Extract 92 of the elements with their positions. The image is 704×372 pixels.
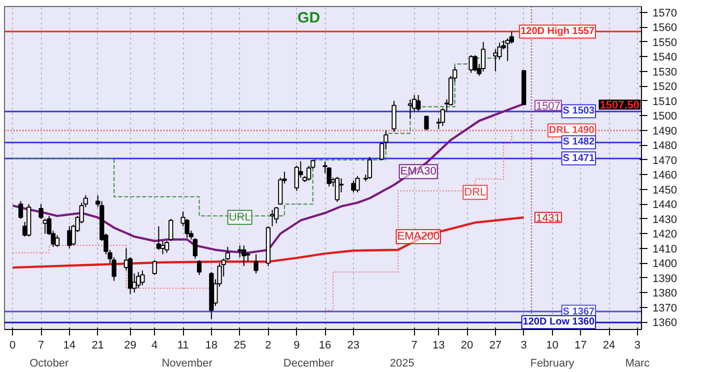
x-tick-label: 20 (460, 340, 474, 352)
ref-line-label: S 1482 (562, 136, 595, 148)
x2-tick-label: December (283, 358, 335, 370)
y-tick-label: 1510 (652, 96, 677, 108)
annotation: 1507 (536, 100, 560, 112)
y-tick-label: 1550 (652, 36, 677, 49)
candlestick (140, 270, 145, 286)
y-tick-label: 1420 (652, 228, 677, 241)
y-tick-label: 1500 (652, 110, 677, 123)
candlestick (18, 200, 24, 220)
candlestick (270, 210, 275, 227)
candlestick (136, 271, 141, 289)
x2-tick-label: 2025 (390, 358, 414, 370)
annotation: GD (298, 10, 320, 26)
candlestick (42, 218, 48, 234)
ref-line-label: S 1503 (562, 106, 595, 117)
y-tick-label: 1490 (652, 125, 677, 138)
x-tick-label: 7 (411, 340, 418, 352)
candlestick (54, 234, 60, 248)
candlestick (274, 206, 279, 224)
y-tick-label: 1390 (652, 272, 677, 285)
y-tick-label: 1470 (652, 154, 677, 167)
y-tick-label: 1520 (652, 81, 677, 94)
y-tick-label: 1380 (652, 288, 677, 300)
candlestick (355, 176, 360, 193)
x-tick-label: 3 (520, 340, 527, 352)
y-tick-label: 1360 (652, 317, 677, 330)
y-tick-label: 1400 (652, 258, 677, 270)
annotation: 1431 (536, 212, 560, 224)
y-tick-label: 1570 (652, 7, 677, 20)
candlestick (480, 41, 486, 72)
x-tick-label: 2 (265, 340, 272, 352)
x-tick-label: 27 (489, 340, 502, 352)
annotation: DRL (464, 186, 486, 198)
candlestick (160, 240, 166, 255)
annotation: URL (228, 211, 251, 224)
y-tick-label: 1410 (652, 243, 677, 256)
x-tick-label: 23 (347, 340, 360, 352)
x-tick-label: 21 (92, 340, 104, 352)
x-tick-label: 13 (432, 340, 445, 352)
candlestick (294, 165, 299, 192)
x-tick-label: 24 (602, 340, 616, 352)
x-tick-label: 16 (318, 340, 332, 352)
annotation: 1507.50 (600, 100, 640, 112)
x-tick-label: 9 (294, 340, 300, 352)
candlestick (38, 204, 44, 220)
candlestick (152, 260, 157, 276)
candlestick (334, 176, 340, 202)
candlestick (254, 254, 258, 274)
candlestick (472, 54, 478, 72)
y-tick-label: 1460 (652, 170, 677, 182)
candlestick (156, 226, 162, 250)
y-tick-label: 1450 (652, 184, 677, 196)
candlestick (164, 240, 170, 254)
annotation: EMA30 (400, 166, 436, 178)
candlestick (196, 260, 202, 276)
y-tick-label: 1560 (652, 22, 677, 34)
ref-line-label: 120D Low 1360 (522, 316, 595, 328)
x-tick-label: 18 (205, 340, 218, 352)
x2-tick-label: Marc (625, 358, 650, 370)
x-tick-label: 3 (634, 340, 641, 352)
annotation: EMA200 (397, 230, 440, 243)
x-tick-label: 25 (234, 340, 246, 352)
candlestick (416, 94, 421, 112)
x2-tick-label: October (30, 358, 70, 370)
x-tick-label: 11 (177, 340, 189, 352)
candlestick (367, 156, 372, 180)
ref-line-label: DRL 1490 (548, 124, 595, 136)
y-tick-label: 1430 (652, 214, 677, 226)
y-tick-label: 1440 (652, 199, 677, 212)
x-tick-label: 29 (124, 340, 136, 352)
candlestick (408, 98, 413, 120)
x-tick-label: 4 (152, 340, 158, 352)
x-tick-label: 7 (38, 340, 44, 352)
y-tick-label: 1370 (652, 302, 677, 314)
x-tick-label: 14 (63, 340, 76, 352)
candlestick (392, 100, 396, 132)
candlestick (493, 48, 498, 72)
x-tick-label: 0 (10, 340, 16, 352)
ref-line-label: S 1471 (562, 152, 595, 164)
y-tick-label: 1480 (652, 140, 677, 152)
candlestick (424, 115, 429, 131)
ref-line-label: S 1367 (562, 306, 595, 318)
candlestick (242, 244, 246, 267)
x2-tick-label: November (162, 358, 213, 370)
ref-line-label: 120D High 1557 (520, 26, 595, 38)
x2-tick-label: February (530, 358, 575, 370)
x-tick-label: 17 (574, 340, 587, 352)
y-tick-label: 1530 (652, 66, 677, 78)
x-tick-label: 10 (546, 340, 558, 352)
y-tick-label: 1540 (652, 52, 677, 64)
candlestick (168, 218, 174, 242)
